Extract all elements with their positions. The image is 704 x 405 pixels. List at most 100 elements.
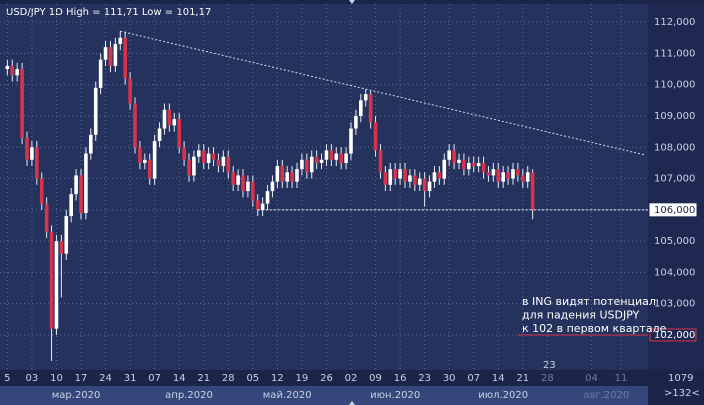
candle-body: [270, 181, 275, 192]
candle-body: [413, 175, 417, 185]
candle-body: [251, 181, 255, 201]
x-tick-label: 10: [50, 373, 63, 384]
cursor-label: 23: [543, 360, 556, 371]
candle-body: [226, 156, 231, 173]
candle-body: [98, 59, 103, 88]
candle-body: [255, 200, 260, 210]
candle-body: [324, 150, 329, 160]
candle-body: [363, 94, 368, 101]
candle-body: [138, 147, 142, 163]
x-tick-label: 19: [296, 373, 309, 384]
x-tick-label: 21: [197, 373, 210, 384]
candle-body: [15, 69, 19, 76]
candle-body: [197, 150, 201, 157]
candle-body: [177, 119, 181, 148]
x-tick-label: 31: [124, 373, 137, 384]
candle-body: [481, 162, 486, 173]
candle-body: [143, 159, 147, 163]
candle-body: [383, 172, 388, 185]
x-tick-label: 26: [320, 373, 333, 384]
candle-body: [354, 115, 358, 129]
candle-body: [398, 169, 402, 179]
candle-body: [359, 100, 363, 116]
candle-body: [285, 172, 289, 182]
candle-body: [20, 69, 24, 138]
x-tick-label: 17: [75, 373, 88, 384]
x-tick-label: 14: [492, 373, 505, 384]
y-tick-label: 104,000: [654, 267, 695, 278]
candle-body: [216, 159, 221, 167]
x-tick-label: 03: [26, 373, 39, 384]
candle-body: [206, 153, 211, 163]
y-tick-label: 111,000: [654, 48, 695, 59]
candle-body: [309, 156, 314, 173]
candle-body: [486, 172, 491, 176]
x-tick-label: 07: [148, 373, 161, 384]
candle-body: [525, 172, 530, 182]
month-label: июл.2020: [478, 390, 528, 401]
candle-body: [236, 175, 240, 185]
candle-body: [162, 109, 167, 129]
x-tick-label: 23: [418, 373, 431, 384]
x-tick-label: 12: [271, 373, 284, 384]
candle-body: [422, 178, 427, 192]
candle-body: [516, 169, 520, 176]
candle-body: [241, 175, 245, 192]
candle-body: [246, 181, 250, 192]
candle-body: [152, 141, 157, 179]
annotation: для падения USDJPY: [522, 309, 640, 322]
candle-body: [74, 175, 78, 195]
candle-body: [108, 47, 113, 66]
candle-body: [506, 172, 510, 179]
candle-body: [49, 231, 54, 329]
candle-body: [457, 159, 461, 163]
candle-body: [432, 172, 437, 182]
candle-body: [471, 162, 476, 167]
bars-count: 1079: [668, 373, 693, 384]
candle-body: [334, 153, 339, 160]
candle-body: [300, 159, 304, 170]
candle-body: [167, 109, 172, 126]
level-label: 102,000: [654, 330, 695, 341]
candle-body: [25, 137, 29, 160]
y-tick-label: 110,000: [654, 80, 695, 91]
candle-body: [211, 153, 216, 160]
candle-body: [511, 169, 515, 179]
level-label: 106,000: [654, 205, 695, 216]
candle-body: [30, 147, 34, 160]
y-tick-label: 109,000: [654, 111, 695, 122]
y-tick-label: 107,000: [654, 174, 695, 185]
candle-body: [84, 153, 88, 213]
month-label: июн.2020: [370, 390, 420, 401]
x-tick-label: 30: [443, 373, 456, 384]
candle-body: [521, 175, 525, 182]
x-tick-label: 07: [467, 373, 480, 384]
candle-body: [447, 150, 451, 160]
candle-body: [530, 172, 535, 210]
candle-body: [373, 122, 378, 151]
candle-body: [344, 153, 348, 163]
candle-body: [388, 169, 393, 185]
candle-body: [182, 147, 186, 160]
y-tick-label: 105,000: [654, 236, 695, 247]
candle-body: [5, 65, 10, 70]
month-band: [0, 386, 648, 405]
x-tick-label: 11: [615, 373, 628, 384]
x-tick-label: 5: [4, 373, 10, 384]
candle-body: [89, 134, 93, 154]
candle-body: [187, 159, 191, 176]
candle-body: [427, 181, 432, 192]
candle-body: [147, 159, 152, 179]
x-tick-label: 02: [345, 373, 358, 384]
candle-body: [275, 166, 280, 182]
candle-body: [118, 37, 123, 45]
candle-body: [123, 37, 127, 79]
candle-body: [133, 103, 137, 148]
candle-body: [231, 172, 235, 185]
candle-body: [290, 172, 294, 182]
candle-body: [172, 119, 177, 126]
x-tick-label: 16: [394, 373, 407, 384]
candle-body: [442, 159, 447, 179]
plot-area: [0, 4, 648, 370]
